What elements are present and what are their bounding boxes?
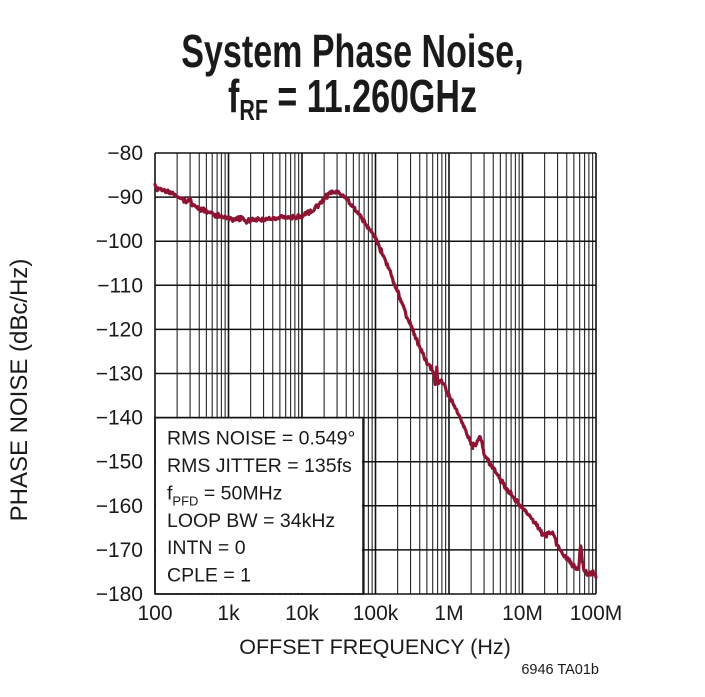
svg-text:−130: −130	[96, 363, 143, 386]
svg-text:−90: −90	[107, 186, 143, 209]
svg-text:LOOP BW = 34kHz: LOOP BW = 34kHz	[167, 510, 335, 532]
svg-text:−160: −160	[96, 495, 143, 518]
svg-text:RMS JITTER = 135fs: RMS JITTER = 135fs	[167, 455, 352, 477]
svg-text:6946 TA01b: 6946 TA01b	[521, 662, 599, 678]
svg-text:RMS NOISE = 0.549°: RMS NOISE = 0.549°	[167, 428, 355, 450]
svg-text:1k: 1k	[217, 602, 240, 625]
svg-text:−170: −170	[96, 539, 143, 562]
svg-text:100: 100	[137, 602, 172, 625]
svg-text:100M: 100M	[570, 602, 623, 625]
svg-text:CPLE = 1: CPLE = 1	[167, 565, 251, 587]
svg-text:10M: 10M	[502, 602, 543, 625]
svg-text:−110: −110	[97, 274, 143, 297]
svg-text:100k: 100k	[353, 602, 399, 625]
svg-text:INTN = 0: INTN = 0	[167, 537, 246, 559]
svg-text:PHASE NOISE (dBc/Hz): PHASE NOISE (dBc/Hz)	[6, 259, 33, 522]
svg-text:−150: −150	[96, 451, 143, 474]
svg-text:10k: 10k	[285, 602, 319, 625]
svg-text:−100: −100	[96, 230, 143, 253]
svg-text:−120: −120	[96, 318, 143, 341]
svg-text:−80: −80	[107, 142, 143, 165]
svg-text:1M: 1M	[434, 602, 463, 625]
svg-text:OFFSET FREQUENCY (Hz): OFFSET FREQUENCY (Hz)	[239, 635, 511, 659]
svg-text:−180: −180	[96, 583, 143, 606]
svg-text:−140: −140	[96, 407, 143, 430]
